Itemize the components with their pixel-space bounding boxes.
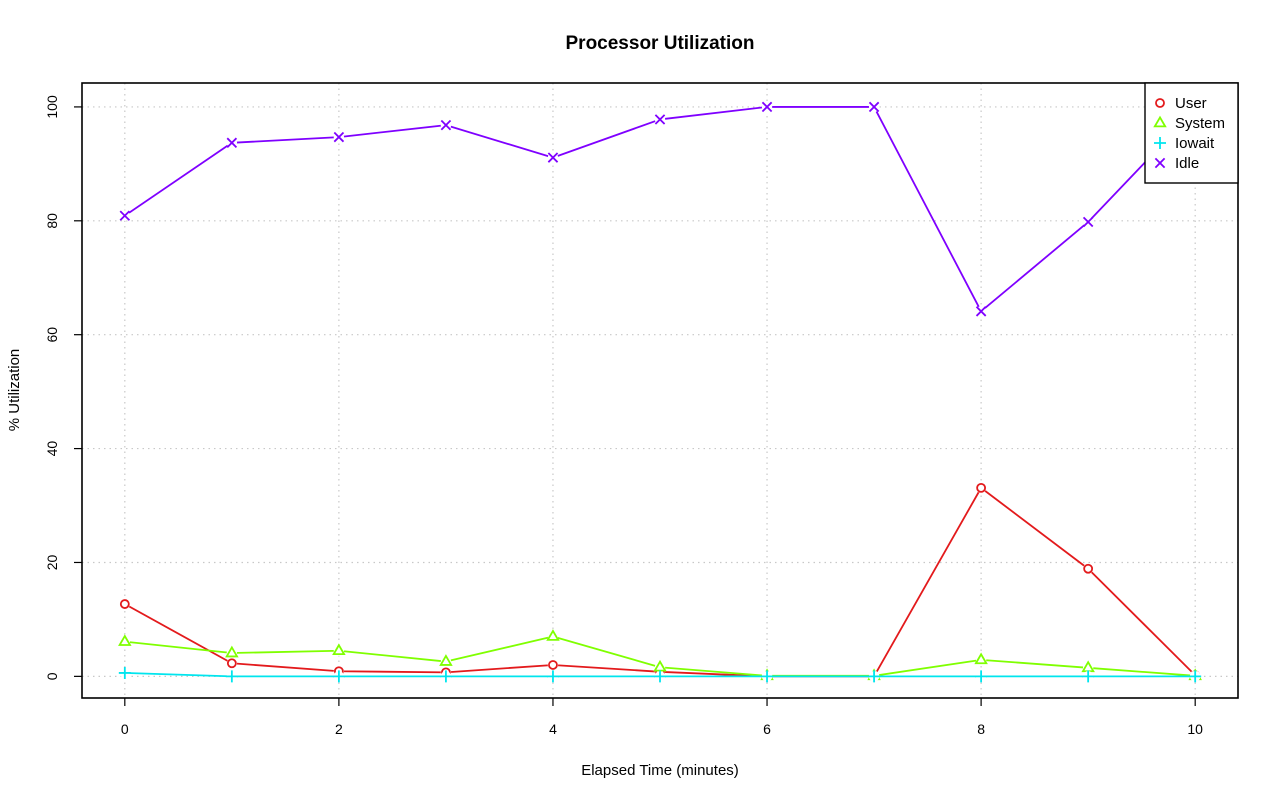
series-lines — [118, 101, 1202, 683]
legend-box — [1144, 82, 1239, 184]
legend-item-iowait: Iowait — [1154, 135, 1215, 152]
series-idle — [119, 101, 1201, 317]
data-point-system — [332, 643, 346, 656]
data-point-idle — [226, 137, 238, 149]
legend-item-idle: Idle — [1154, 155, 1199, 172]
data-point-iowait — [761, 670, 774, 683]
data-point-user — [119, 599, 130, 609]
data-point-iowait — [654, 670, 666, 683]
data-point-iowait — [546, 670, 559, 683]
plot-frame — [81, 82, 1239, 699]
legend-item-user: User — [1155, 95, 1207, 112]
x-tick-label: 6 — [763, 721, 771, 737]
y-tick-label: 60 — [44, 327, 60, 343]
data-point-user — [1083, 563, 1094, 574]
data-point-iowait — [118, 666, 131, 679]
series-line-user — [124, 486, 1196, 678]
data-point-iowait — [1082, 670, 1095, 683]
data-point-user — [226, 658, 237, 669]
data-point-idle — [761, 101, 773, 113]
y-tick-label: 100 — [44, 95, 60, 119]
legend-item-system: System — [1153, 115, 1225, 132]
data-point-iowait — [439, 670, 452, 683]
data-point-idle — [547, 152, 559, 163]
y-tick-label: 0 — [44, 672, 60, 680]
legend: User System Iowait Idle — [1144, 82, 1239, 184]
x-tick-label: 10 — [1187, 721, 1203, 737]
legend-marker-iowait — [1154, 137, 1166, 149]
data-point-user — [976, 482, 987, 493]
data-point-iowait — [332, 670, 345, 683]
y-tick-label: 20 — [44, 554, 60, 570]
data-point-system — [974, 652, 988, 665]
data-point-idle — [654, 114, 666, 125]
data-point-iowait — [868, 670, 881, 683]
data-point-system — [225, 645, 239, 658]
data-point-idle — [868, 101, 880, 113]
series-iowait — [118, 666, 1202, 683]
chart-title: Processor Utilization — [566, 33, 755, 54]
data-point-system — [439, 654, 453, 666]
legend-marker-user — [1155, 98, 1165, 108]
data-point-iowait — [225, 670, 238, 683]
data-point-system — [118, 634, 132, 646]
legend-label-user: User — [1175, 95, 1207, 112]
data-point-idle — [975, 306, 987, 317]
data-point-idle — [440, 119, 452, 131]
legend-label-system: System — [1175, 115, 1225, 132]
series-line-idle — [124, 106, 1196, 313]
x-tick-label: 2 — [335, 721, 343, 737]
data-point-iowait — [1189, 670, 1202, 683]
legend-label-idle: Idle — [1175, 155, 1199, 172]
legend-marker-system — [1153, 115, 1167, 128]
data-point-iowait — [975, 670, 988, 683]
data-point-idle — [1082, 216, 1094, 228]
y-axis-label: % Utilization — [6, 349, 23, 432]
data-point-idle — [119, 210, 131, 221]
x-tick-label: 4 — [549, 721, 557, 737]
x-tick-label: 8 — [977, 721, 985, 737]
data-point-system — [546, 629, 560, 641]
data-point-user — [548, 660, 558, 670]
x-axis-label: Elapsed Time (minutes) — [581, 762, 739, 779]
legend-marker-idle — [1154, 157, 1166, 169]
x-tick-label: 0 — [121, 721, 129, 737]
y-tick-label: 40 — [44, 441, 60, 457]
legend-label-iowait: Iowait — [1175, 135, 1215, 152]
grid — [82, 83, 1238, 698]
y-tick-label: 80 — [44, 213, 60, 229]
data-point-idle — [333, 131, 345, 143]
